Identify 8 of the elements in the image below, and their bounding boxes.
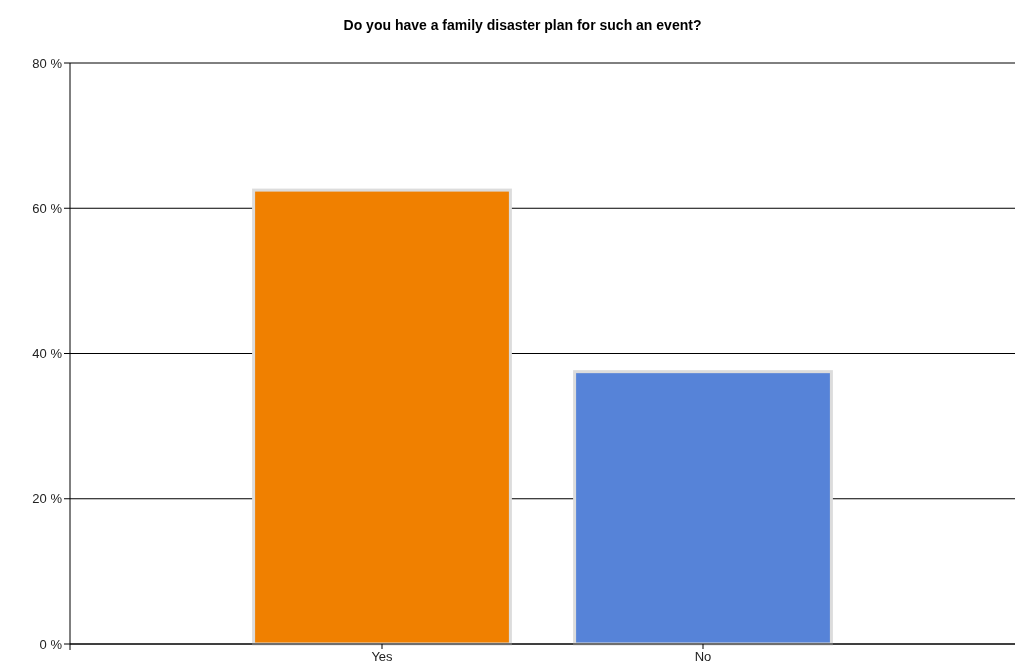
y-tick-label: 80 % (32, 55, 63, 71)
chart-title: Do you have a family disaster plan for such an event? (343, 17, 702, 33)
y-tick-label: 40 % (32, 346, 63, 362)
y-tick-label: 60 % (32, 200, 63, 216)
x-tick-label: No (694, 649, 712, 664)
y-tick-label: 0 % (39, 636, 63, 652)
x-tick-label: Yes (371, 649, 394, 664)
y-tick-label: 20 % (32, 491, 63, 507)
